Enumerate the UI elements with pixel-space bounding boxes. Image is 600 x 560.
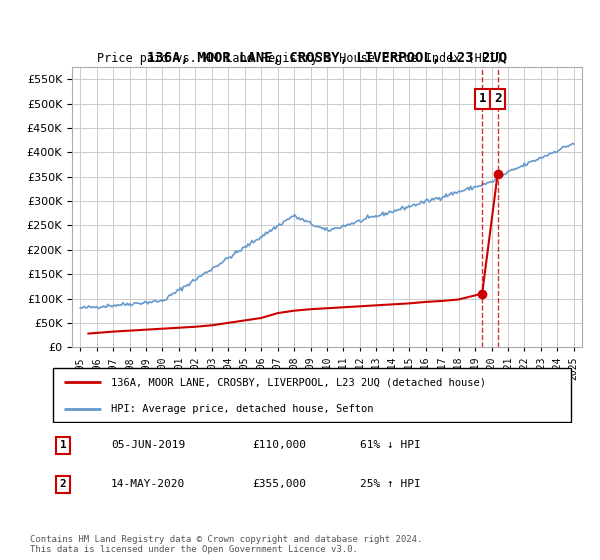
Text: £110,000: £110,000 [252, 440, 306, 450]
Text: 2: 2 [59, 479, 67, 489]
Text: HPI: Average price, detached house, Sefton: HPI: Average price, detached house, Seft… [112, 404, 374, 414]
Text: £355,000: £355,000 [252, 479, 306, 489]
Text: 14-MAY-2020: 14-MAY-2020 [111, 479, 185, 489]
Title: 136A, MOOR LANE, CROSBY, LIVERPOOL, L23 2UQ: 136A, MOOR LANE, CROSBY, LIVERPOOL, L23 … [147, 50, 507, 64]
Text: Contains HM Land Registry data © Crown copyright and database right 2024.
This d: Contains HM Land Registry data © Crown c… [30, 535, 422, 554]
Text: Price paid vs. HM Land Registry's House Price Index (HPI): Price paid vs. HM Land Registry's House … [97, 52, 503, 66]
Text: 136A, MOOR LANE, CROSBY, LIVERPOOL, L23 2UQ (detached house): 136A, MOOR LANE, CROSBY, LIVERPOOL, L23 … [112, 377, 487, 388]
FancyBboxPatch shape [53, 368, 571, 422]
Text: 1: 1 [478, 92, 486, 105]
Text: 61% ↓ HPI: 61% ↓ HPI [360, 440, 421, 450]
Text: 2: 2 [494, 92, 502, 105]
Text: 25% ↑ HPI: 25% ↑ HPI [360, 479, 421, 489]
Text: 05-JUN-2019: 05-JUN-2019 [111, 440, 185, 450]
Text: 1: 1 [59, 440, 67, 450]
